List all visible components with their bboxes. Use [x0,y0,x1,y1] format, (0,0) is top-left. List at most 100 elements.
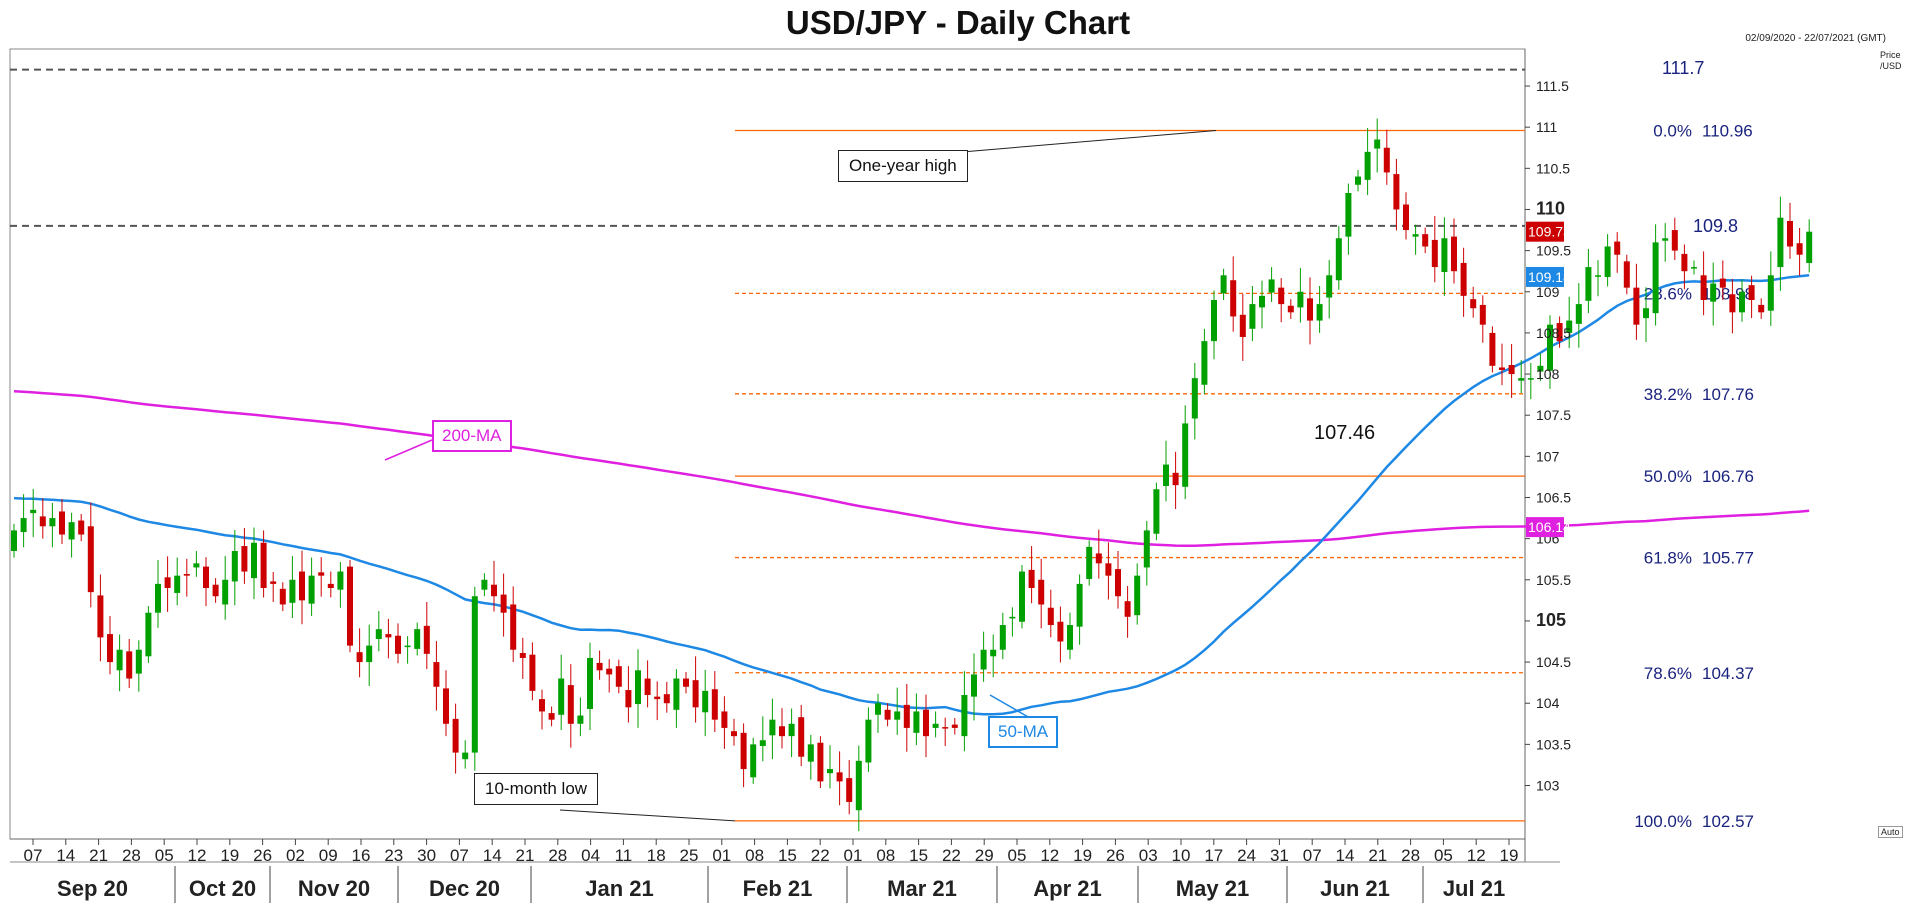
candle-body-136 [1316,304,1323,321]
candle-body-87 [846,778,853,802]
candle-body-19 [193,563,200,568]
fib-label-bg-3 [1640,465,1700,488]
fib-value-label-5: 104.37 [1702,664,1754,683]
candle-body-171 [1652,242,1659,314]
fib-value-bg-2 [1700,382,1770,405]
candle-body-176 [1700,275,1707,300]
price-tag-bg-ma200 [1526,517,1564,538]
chart-frame [9,48,1560,863]
auto-label: Auto [1878,826,1903,838]
month-label-2: Nov 20 [298,876,370,901]
candle-body-89 [865,719,872,763]
x-tick-label-22: 08 [745,846,764,865]
candle-body-183 [1767,275,1774,311]
month-label-1: Oct 20 [189,876,256,901]
candle-body-28 [279,588,286,605]
x-tick-label-21: 01 [712,846,731,865]
candle-body-164 [1585,267,1592,301]
x-tick-label-39: 07 [1303,846,1322,865]
candle-body-49 [481,579,488,590]
x-tick-label-25: 01 [844,846,863,865]
fib-pct-label-2: 38.2% [1644,385,1692,404]
candle-body-91 [884,709,891,720]
price-axis-label: Price /USD [1880,50,1902,71]
candle-body-55 [539,699,545,712]
candle-body-45 [443,688,449,724]
x-tick-label-28: 22 [942,846,961,865]
one-year-high-label: One-year high [838,150,968,182]
candle-body-127 [1230,280,1237,317]
candle-body-118 [1143,530,1150,568]
price-tag-bg-ma50 [1526,266,1564,287]
candle-body-152 [1470,299,1477,309]
candle-body-2 [30,509,37,514]
x-tick-label-3: 28 [122,846,141,865]
x-tick-label-19: 18 [647,846,666,865]
candle-body-140 [1355,176,1361,185]
candle-body-153 [1479,304,1486,325]
candle-body-11 [116,649,123,671]
x-tick-label-16: 28 [548,846,567,865]
fib-pct-label-0: 0.0% [1653,121,1692,140]
candle-body-103 [999,625,1006,650]
candle-body-57 [558,678,565,715]
y-tick-label-16: 103.5 [1536,736,1571,752]
candle-body-144 [1393,174,1400,210]
candle-body-148 [1431,239,1438,268]
candle-body-70 [683,678,689,687]
candle-body-143 [1383,147,1390,173]
candle-body-92 [894,711,901,720]
candle-body-180 [1739,291,1745,313]
y-tick-label-0: 111.5 [1536,78,1569,94]
candle-body-155 [1499,367,1505,370]
x-tick-label-7: 26 [253,846,272,865]
candle-body-149 [1441,238,1448,273]
x-tick-label-17: 04 [581,846,600,865]
candlesticks [11,118,1813,832]
candle-body-41 [404,645,411,648]
candle-body-120 [1163,464,1169,486]
candle-body-10 [107,634,113,663]
candle-body-40 [395,635,401,654]
candle-body-81 [788,723,795,737]
candle-body-187 [1806,231,1813,263]
candle-body-38 [375,629,382,640]
candle-body-146 [1412,234,1419,237]
x-tick-label-42: 28 [1401,846,1420,865]
y-tick-label-15: 104 [1536,695,1560,711]
candle-body-177 [1710,283,1717,302]
candle-body-133 [1287,305,1294,313]
candle-body-142 [1374,139,1381,149]
x-tick-label-20: 25 [680,846,699,865]
candle-body-25 [251,542,257,579]
candle-body-50 [491,584,497,597]
candle-body-122 [1182,423,1189,487]
fib-label-bg-4 [1640,546,1700,569]
candle-body-182 [1758,304,1765,313]
y-axis: 111.5 111 110.5 110 109.5 109 108.5 108 107.5 107… [1525,78,1571,794]
chart-title: USD/JPY - Daily Chart [785,4,1131,41]
ma50-leader [989,694,1031,719]
candle-body-56 [548,713,555,720]
ma200-label: 200-MA [432,420,512,452]
price-tag-last: 109.73 [1528,224,1571,240]
candle-body-90 [875,703,881,715]
y-tick-label-13: 105 [1536,610,1566,630]
fib-pct-label-4: 61.8% [1644,549,1692,568]
candle-body-20 [203,566,209,589]
candle-body-77 [750,744,757,778]
candle-body-16 [164,577,171,589]
ma200-line [13,389,1810,547]
x-tick-label-2: 21 [89,846,108,865]
candle-body-69 [673,678,680,710]
x-axis: 07 14 21 28 05 12 19 26 02 09 16 23 30 07 14 21 28 04 11 18… [24,839,1518,903]
candle-body-97 [942,727,949,729]
candle-body-13 [135,649,142,674]
candle-body-119 [1153,489,1160,534]
candle-body-35 [347,566,353,646]
candle-body-158 [1527,378,1534,380]
candle-body-62 [606,668,613,675]
x-tick-label-1: 14 [56,846,75,865]
candle-body-44 [433,662,440,687]
candle-body-137 [1326,275,1333,298]
